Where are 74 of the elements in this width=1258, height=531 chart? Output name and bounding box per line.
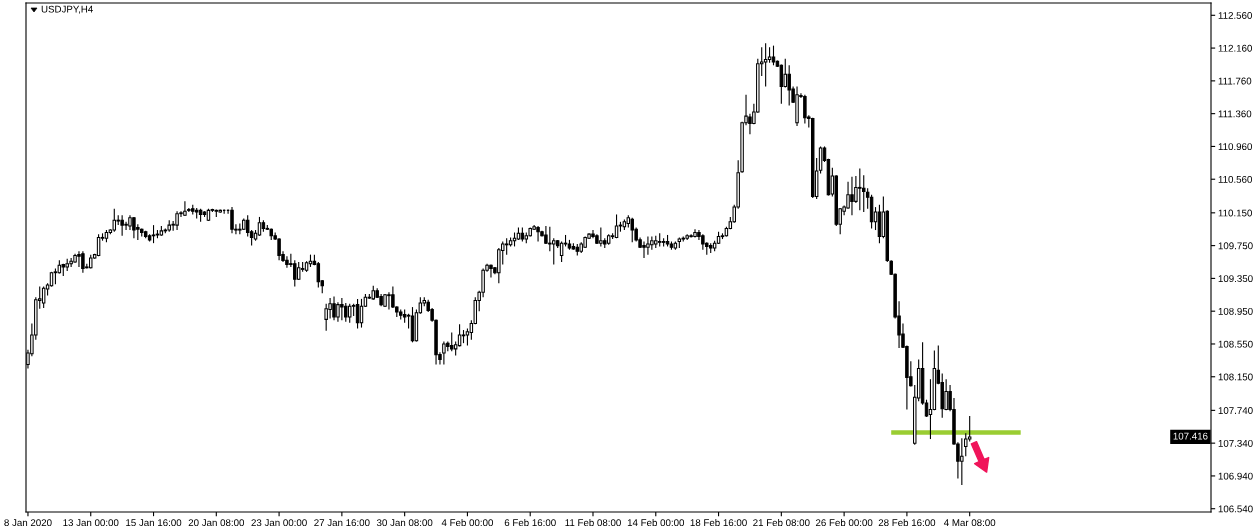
y-tick-label: 111.360 <box>1218 110 1252 118</box>
y-tick-label: 109.350 <box>1218 275 1253 283</box>
x-tick-label: 15 Jan 16:00 <box>126 519 182 527</box>
candlestick <box>344 302 348 323</box>
candlestick <box>41 286 46 309</box>
candlestick <box>967 415 972 443</box>
y-tick-label: 110.560 <box>1218 175 1252 183</box>
x-tick-label: 21 Feb 08:00 <box>753 518 810 527</box>
candlestick <box>387 291 391 311</box>
x-tick-label: 13 Jan 00:00 <box>63 519 119 527</box>
candlestick <box>120 214 124 237</box>
candlestick <box>850 176 854 216</box>
candlestick <box>332 295 336 321</box>
x-tick-label: 11 Feb 08:00 <box>565 518 621 527</box>
x-tick-label: 23 Jan 00:00 <box>251 519 307 527</box>
y-tick-label: 112.560 <box>1218 12 1252 19</box>
candlestick <box>391 286 395 309</box>
candlestick <box>763 42 768 88</box>
y-tick-label: 107.340 <box>1218 439 1253 447</box>
x-tick-label: 28 Feb 16:00 <box>878 518 936 527</box>
candlestick <box>175 210 179 231</box>
candlestick <box>77 250 81 268</box>
x-tick-label: 20 Jan 08:00 <box>188 519 245 527</box>
candlestick <box>124 221 128 231</box>
candlestick <box>450 331 454 352</box>
candlestick <box>779 63 784 105</box>
y-tick-label: 110.150 <box>1218 209 1252 217</box>
candlestick <box>230 206 234 234</box>
y-tick-label: 112.160 <box>1218 44 1252 52</box>
candlestick <box>862 174 866 213</box>
y-tick-label: 106.540 <box>1218 505 1253 513</box>
y-tick-label: 110.960 <box>1218 143 1252 151</box>
candlestick <box>646 236 650 256</box>
y-tick-label: 107.740 <box>1218 407 1253 414</box>
candlestick <box>650 236 654 251</box>
x-tick-label: 26 Feb 00:00 <box>815 518 873 527</box>
x-tick-label: 4 Feb 00:00 <box>441 518 493 527</box>
candlestick <box>347 303 352 324</box>
candlestick <box>783 58 787 88</box>
x-tick-label: 8 Jan 2020 <box>4 519 52 527</box>
annotation: 107.416 <box>1173 432 1208 440</box>
candlestick <box>630 217 634 243</box>
y-tick-label: 108.950 <box>1218 307 1253 315</box>
candlestick <box>803 94 807 125</box>
x-tick-label: 18 Feb 16:00 <box>690 518 747 527</box>
candlestick <box>340 297 344 321</box>
candlestick <box>81 250 85 274</box>
y-tick-label: 109.750 <box>1218 242 1253 250</box>
candlestick <box>489 263 493 279</box>
candlestick <box>960 437 964 486</box>
x-tick-label: 27 Jan 16:00 <box>314 519 370 527</box>
y-tick-label: 106.940 <box>1218 472 1253 480</box>
y-tick-label: 108.150 <box>1218 373 1253 381</box>
candlestick <box>183 200 187 217</box>
x-tick-label: 30 Jan 08:00 <box>376 519 433 527</box>
candlestick <box>316 261 321 288</box>
x-tick-label: 4 Mar 08:00 <box>943 519 996 527</box>
y-tick-label: 111.760 <box>1218 77 1252 85</box>
candlestick <box>285 255 289 269</box>
y-tick-label: 108.550 <box>1218 340 1253 348</box>
candlestick <box>277 237 281 261</box>
candlestick <box>787 64 791 107</box>
candlestick <box>858 168 862 211</box>
x-tick-label: 14 Feb 00:00 <box>627 518 685 527</box>
candlestick <box>642 240 646 259</box>
candlestick <box>548 226 552 252</box>
chart-title: USDJPY,H4 <box>41 5 93 14</box>
x-tick-label: 6 Feb 16:00 <box>504 518 556 527</box>
candlestick <box>69 257 73 268</box>
candlestick <box>552 237 556 266</box>
candlestick <box>442 340 446 366</box>
candlestick <box>536 225 540 243</box>
candlestick <box>336 301 340 323</box>
candlestick <box>599 227 603 247</box>
